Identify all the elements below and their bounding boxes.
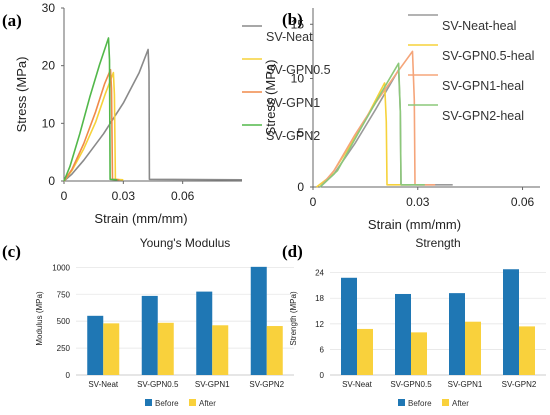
panel-d-legend: Before After — [398, 399, 469, 408]
panel-c-y-tick-label: 250 — [57, 344, 71, 353]
panel-b-y-tick-label: 10 — [291, 72, 305, 86]
panel-d-category-label: SV-GPN2 — [502, 380, 537, 389]
panel-c-category-label: SV-Neat — [88, 380, 119, 389]
legend-label-after: After — [452, 399, 469, 408]
legend-label-sv-neat-heal: SV-Neat-heal — [442, 19, 516, 33]
panel-a-x-tick-label: 0.06 — [171, 189, 195, 203]
panel-c-title: Young's Modulus — [140, 236, 231, 250]
legend-label-before: Before — [155, 399, 179, 408]
bar-after-sv-neat — [357, 328, 373, 375]
panel-c-y-tick-label: 750 — [57, 290, 71, 299]
panel-d-y-axis-title: Strength (MPa) — [289, 291, 298, 346]
bar-before-sv-neat — [87, 315, 104, 375]
panel-d-title: Strength — [415, 236, 460, 250]
legend-label-sv-gpn1: SV-GPN1 — [266, 96, 320, 110]
panel-a-y-tick-label: 30 — [42, 1, 56, 15]
bar-after-sv-gpn0-5 — [411, 332, 427, 375]
bar-after-sv-gpn0-5 — [157, 322, 174, 375]
panel-c-y-tick-label: 1000 — [52, 263, 70, 272]
panel-b-x-axis-title: Strain (mm/mm) — [368, 217, 461, 232]
bar-after-sv-gpn1 — [212, 325, 229, 375]
panel-b-y-tick-label: 5 — [297, 126, 304, 140]
bar-before-sv-neat — [341, 277, 357, 375]
legend-label-sv-gpn2: SV-GPN2 — [266, 129, 320, 143]
panel-b-x-tick-label: 0.06 — [511, 195, 535, 209]
panel-a-y-axis-title: Stress (MPa) — [14, 57, 29, 133]
panel-d: (d) Strength 0 6 12 18 24 Strength (MPa) SV-Neat… — [282, 236, 546, 408]
legend-label-sv-gpn1-heal: SV-GPN1-heal — [442, 79, 524, 93]
panel-b-y-axis-title: Stress (MPa) — [263, 60, 278, 136]
panel-a-legend: SV-Neat SV-GPN0.5 SV-GPN1 SV-GPN2 — [242, 25, 331, 143]
panel-c-y-tick-label: 0 — [66, 371, 71, 380]
series-line-sv-gpn0-5-heal — [316, 82, 411, 188]
panel-c-y-tick-label: 500 — [57, 317, 71, 326]
bar-before-sv-gpn2 — [250, 266, 267, 375]
panel-d-category-label: SV-GPN1 — [448, 380, 483, 389]
bar-before-sv-gpn0-5 — [395, 293, 411, 375]
panel-d-y-tick-label: 24 — [315, 269, 324, 278]
bar-before-sv-gpn1 — [196, 291, 213, 375]
panel-a-label: (a) — [2, 11, 22, 30]
series-line-sv-gpn1-heal — [319, 50, 436, 188]
bar-before-sv-gpn2 — [503, 269, 519, 375]
series-line-sv-gpn0-5 — [63, 71, 124, 182]
panel-a-x-axis-title: Strain (mm/mm) — [94, 211, 187, 226]
panel-a-x-tick-label: 0 — [61, 189, 68, 203]
legend-swatch-after — [189, 399, 196, 406]
bar-after-sv-gpn2 — [266, 326, 283, 375]
panel-c: (c) Young's Modulus 0 250 500 750 1000 Modulus … — [2, 236, 294, 408]
panel-a-y-tick-label: 10 — [42, 116, 56, 130]
legend-swatch-after — [442, 399, 449, 406]
legend-label-sv-gpn0-5-heal: SV-GPN0.5-heal — [442, 49, 534, 63]
legend-label-before: Before — [408, 399, 432, 408]
panel-a: (a) 0 10 20 30 0 0.03 0.06 Strain (mm/mm) Stress … — [2, 1, 331, 226]
panel-d-label: (d) — [282, 242, 303, 261]
legend-label-sv-gpn2-heal: SV-GPN2-heal — [442, 109, 524, 123]
series-line-sv-neat — [63, 48, 243, 182]
panel-a-x-tick-label: 0.03 — [112, 189, 136, 203]
panel-c-legend: Before After — [145, 399, 216, 408]
panel-b: (b) 0 5 10 15 0 0.03 0.06 Strain (mm/mm) Stress (… — [263, 8, 540, 232]
panel-a-y-tick-label: 0 — [48, 174, 55, 188]
series-line-sv-gpn2-heal — [319, 62, 425, 188]
bar-after-sv-neat — [103, 323, 120, 375]
panel-d-y-tick-label: 6 — [320, 345, 325, 354]
panel-d-category-label: SV-GPN0.5 — [390, 380, 432, 389]
panel-b-legend: SV-Neat-heal SV-GPN0.5-heal SV-GPN1-heal SV… — [408, 14, 534, 123]
panel-c-y-axis-title: Modulus (MPa) — [35, 291, 44, 346]
panel-d-y-tick-label: 18 — [315, 294, 324, 303]
panel-b-label: (b) — [282, 10, 303, 29]
legend-swatch-before — [398, 399, 405, 406]
panel-b-x-tick-label: 0 — [310, 195, 317, 209]
panel-d-y-tick-label: 0 — [320, 371, 325, 380]
legend-label-after: After — [199, 399, 216, 408]
bar-before-sv-gpn0-5 — [141, 295, 158, 375]
series-line-sv-gpn2 — [63, 37, 118, 182]
panel-d-category-label: SV-Neat — [342, 380, 373, 389]
panel-d-y-tick-label: 12 — [315, 320, 324, 329]
bar-before-sv-gpn1 — [449, 293, 465, 375]
panel-c-label: (c) — [2, 242, 21, 261]
bar-after-sv-gpn2 — [519, 326, 535, 375]
legend-label-sv-gpn0-5: SV-GPN0.5 — [266, 63, 331, 77]
panel-b-y-tick-label: 15 — [291, 17, 305, 31]
legend-swatch-before — [145, 399, 152, 406]
panel-c-category-label: SV-GPN2 — [249, 380, 284, 389]
panel-b-x-tick-label: 0.03 — [406, 195, 430, 209]
panel-b-y-tick-label: 0 — [297, 180, 304, 194]
panel-c-category-label: SV-GPN1 — [195, 380, 230, 389]
bar-after-sv-gpn1 — [465, 321, 481, 375]
series-line-sv-gpn1 — [63, 68, 120, 182]
panel-a-y-tick-label: 20 — [42, 59, 56, 73]
panel-c-category-label: SV-GPN0.5 — [137, 380, 179, 389]
legend-label-sv-neat: SV-Neat — [266, 30, 313, 44]
